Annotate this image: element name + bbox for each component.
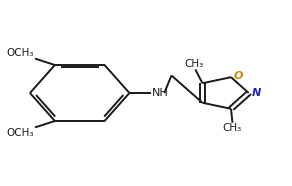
Text: NH: NH	[152, 88, 168, 98]
Text: OCH₃: OCH₃	[6, 128, 34, 138]
Text: N: N	[251, 88, 261, 98]
Text: O: O	[234, 71, 243, 81]
Text: CH₃: CH₃	[184, 59, 204, 69]
Text: OCH₃: OCH₃	[6, 48, 34, 58]
Text: CH₃: CH₃	[223, 123, 242, 133]
